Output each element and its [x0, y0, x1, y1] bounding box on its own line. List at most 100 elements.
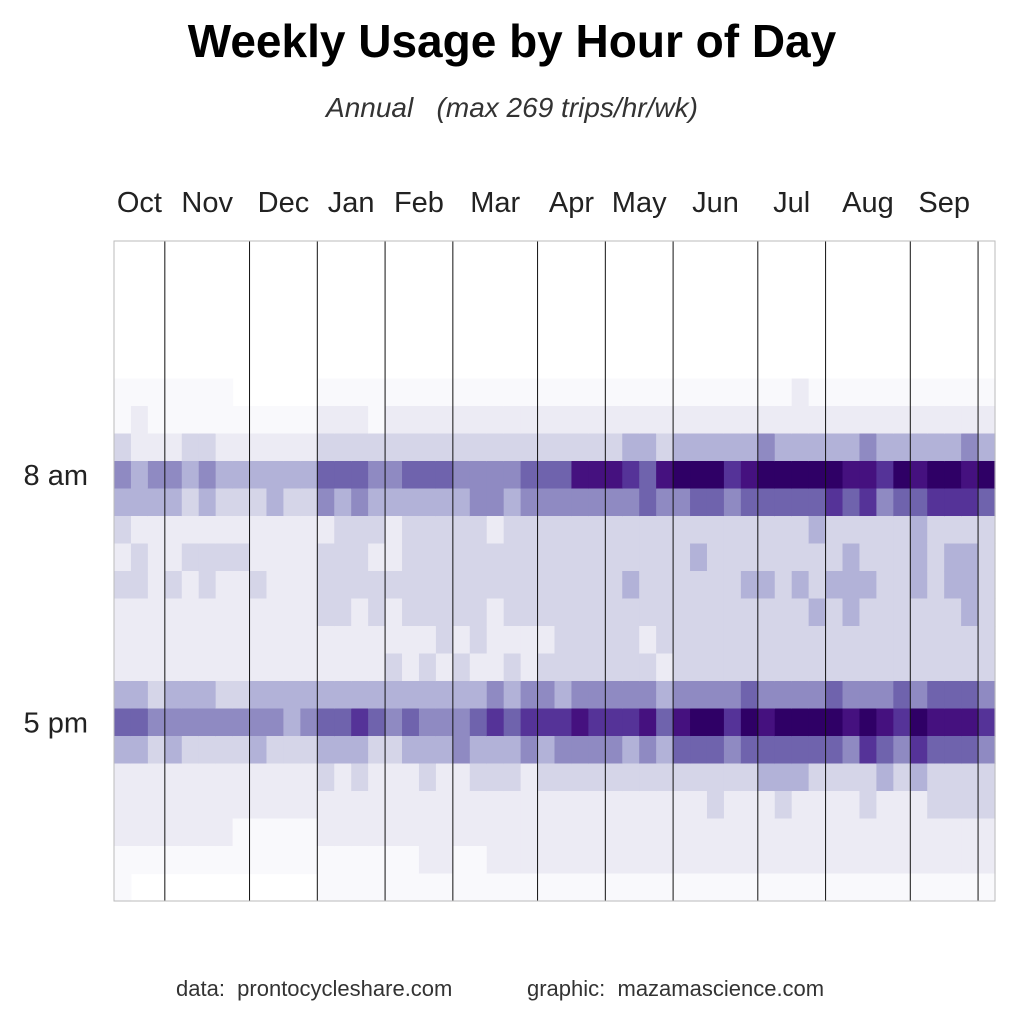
heatmap-cell	[605, 626, 623, 655]
heatmap-cell	[706, 846, 725, 875]
heatmap-cell	[130, 818, 149, 847]
heatmap-cell	[317, 763, 335, 792]
heatmap-cell	[639, 818, 657, 847]
heatmap-cell	[656, 791, 674, 820]
heatmap-cell	[791, 378, 810, 407]
heatmap-cell	[554, 763, 573, 792]
heatmap-cell	[164, 406, 183, 435]
heatmap-cell	[283, 488, 301, 517]
heatmap-cell	[452, 406, 471, 435]
heatmap-cell	[266, 681, 285, 710]
heatmap-cell	[774, 653, 793, 682]
heatmap-cell	[622, 818, 640, 847]
heatmap-cell	[300, 791, 318, 820]
heatmap-cell	[757, 873, 776, 902]
heatmap-cell	[198, 626, 217, 655]
heatmap-cell	[706, 736, 725, 765]
month-label-jul: Jul	[773, 187, 810, 219]
heatmap-cell	[114, 406, 132, 435]
heatmap-cell	[876, 598, 894, 627]
heatmap-cell	[486, 433, 505, 462]
heatmap-cell	[825, 653, 844, 682]
heatmap-cell	[757, 818, 776, 847]
heatmap-cell	[690, 543, 708, 572]
heatmap-cell	[859, 736, 877, 765]
heatmap-cell	[334, 846, 352, 875]
heatmap-cell	[300, 598, 318, 627]
heatmap-cell	[198, 378, 217, 407]
heatmap-cell	[927, 763, 945, 792]
heatmap-cell	[639, 461, 657, 490]
heatmap-cell	[334, 763, 352, 792]
heatmap-cell	[114, 681, 132, 710]
heatmap-cell	[740, 681, 759, 710]
heatmap-cell	[876, 516, 894, 545]
heatmap-cell	[469, 653, 488, 682]
heatmap-cell	[385, 708, 403, 737]
heatmap-cell	[232, 708, 251, 737]
heatmap-cell	[774, 571, 793, 600]
heatmap-cell	[588, 571, 606, 600]
heatmap-cell	[147, 433, 166, 462]
heatmap-cell	[435, 406, 454, 435]
heatmap-cell	[215, 791, 234, 820]
heatmap-cell	[571, 488, 589, 517]
heatmap-cell	[418, 736, 437, 765]
heatmap-cell	[334, 461, 352, 490]
heatmap-cell	[961, 433, 979, 462]
heatmap-cell	[537, 488, 556, 517]
heatmap-cell	[537, 598, 556, 627]
heatmap-cell	[961, 598, 979, 627]
heatmap-cell	[334, 681, 352, 710]
heatmap-cell	[757, 736, 776, 765]
heatmap-cell	[757, 763, 776, 792]
heatmap-cell	[605, 461, 623, 490]
heatmap-cell	[418, 516, 437, 545]
heatmap-cell	[317, 571, 335, 600]
heatmap-cell	[571, 433, 589, 462]
heatmap-cell	[486, 681, 505, 710]
heatmap-cell	[351, 846, 369, 875]
heatmap-cell	[147, 791, 166, 820]
heatmap-cell	[859, 763, 877, 792]
heatmap-cell	[944, 681, 962, 710]
heatmap-cell	[893, 791, 911, 820]
heatmap-cell	[215, 461, 234, 490]
heatmap-cell	[588, 626, 606, 655]
heatmap-cell	[317, 818, 335, 847]
heatmap-cell	[910, 516, 928, 545]
heatmap-cell	[537, 873, 556, 902]
heatmap-cell	[147, 488, 166, 517]
heatmap-cell	[706, 791, 725, 820]
heatmap-cell	[808, 846, 827, 875]
heatmap-cell	[927, 598, 945, 627]
heatmap-cell	[249, 433, 268, 462]
heatmap-cell	[673, 708, 691, 737]
heatmap-cell	[351, 461, 369, 490]
heatmap-cell	[605, 571, 623, 600]
heatmap-cell	[130, 681, 149, 710]
heatmap-cell	[808, 598, 827, 627]
heatmap-cell	[215, 571, 234, 600]
heatmap-cell	[503, 488, 522, 517]
heatmap-cell	[978, 406, 996, 435]
heatmap-cell	[249, 763, 268, 792]
heatmap-cell	[198, 516, 217, 545]
heatmap-cell	[893, 516, 911, 545]
heatmap-cell	[690, 653, 708, 682]
heatmap-cell	[317, 736, 335, 765]
heatmap-cell	[215, 516, 234, 545]
heatmap-cell	[351, 681, 369, 710]
heatmap-cell	[673, 846, 691, 875]
heatmap-cell	[164, 516, 183, 545]
heatmap-cell	[825, 406, 844, 435]
heatmap-cell	[723, 406, 742, 435]
heatmap-cell	[961, 653, 979, 682]
heatmap-cell	[605, 818, 623, 847]
heatmap-cell	[842, 736, 861, 765]
heatmap-cell	[368, 626, 386, 655]
heatmap-cell	[181, 433, 200, 462]
heatmap-cell	[825, 543, 844, 572]
heatmap-cell	[842, 626, 861, 655]
